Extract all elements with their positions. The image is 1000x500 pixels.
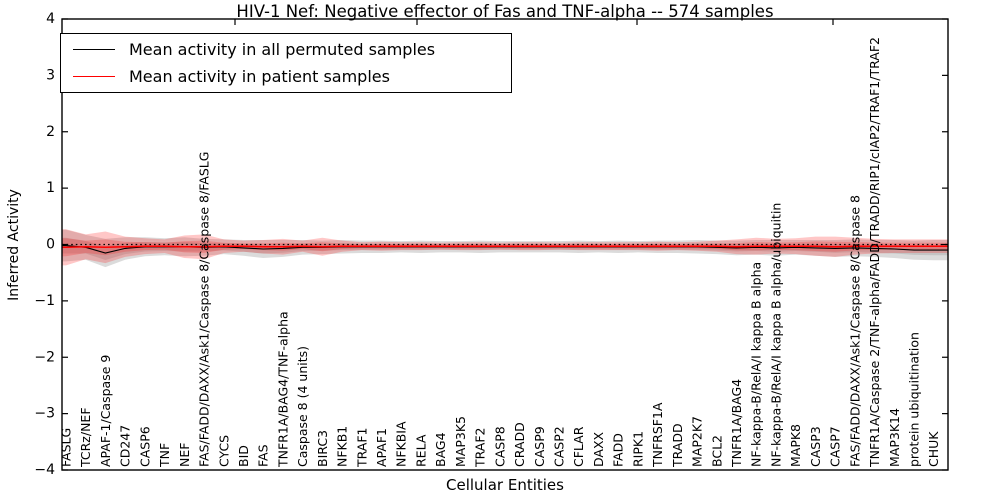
y-tick-label: −4 [34, 462, 55, 478]
x-tick-label: TCRz/NEF [78, 407, 93, 468]
x-tick-label: TNFR1A/BAG4 [729, 379, 744, 468]
legend-item-permuted: Mean activity in all permuted samples [61, 36, 511, 63]
legend-item-patient: Mean activity in patient samples [61, 63, 511, 90]
y-tick-label: 2 [46, 124, 55, 140]
x-tick-label: CD247 [118, 425, 133, 467]
x-tick-label: CHUK [926, 431, 941, 467]
x-tick-label: TNFRSF1A [650, 402, 665, 468]
legend-line-red [73, 76, 115, 77]
x-tick-label: Caspase 8 (4 units) [295, 346, 310, 467]
x-tick-label: CFLAR [571, 426, 586, 467]
x-tick-label: BIRC3 [315, 430, 330, 467]
x-tick-label: MAPK8 [788, 424, 803, 467]
x-tick-label: APAF-1/Caspase 9 [98, 355, 113, 467]
x-tick-label: CYCS [216, 435, 231, 467]
legend: Mean activity in all permuted samples Me… [60, 33, 512, 93]
y-tick-label: −1 [34, 293, 55, 309]
plot-border [61, 18, 949, 471]
x-tick-label: FASLG [59, 428, 74, 467]
x-tick-label: RIPK1 [630, 431, 645, 467]
x-tick-label: NF-kappa-B/RelA/I kappa B alpha [749, 262, 764, 467]
x-tick-label: NFKB1 [335, 426, 350, 467]
x-tick-label: CASP6 [137, 426, 152, 467]
x-tick-label: CASP7 [828, 426, 843, 467]
x-tick-label: TNFR1A/BAG4/TNF-alpha [275, 311, 290, 468]
x-tick-label: CASP2 [552, 426, 567, 467]
series-band-inner-0 [62, 237, 948, 260]
x-tick-label: NF-kappa-B/RelA/I kappa B alpha/ubiquiti… [768, 203, 783, 467]
x-tick-label: NFKBIA [394, 421, 409, 467]
x-tick-label: CRADD [512, 422, 527, 467]
y-tick-label: 4 [46, 11, 55, 27]
x-tick-label: TRAF1 [354, 427, 369, 468]
x-tick-label: FAS/FADD/DAXX/Ask1/Caspase 8/Caspase 8 [847, 195, 862, 467]
y-tick-label: 1 [46, 180, 55, 196]
y-tick-label: 3 [46, 67, 55, 83]
x-tick-label: CASP3 [808, 426, 823, 467]
x-tick-label: APAF1 [374, 428, 389, 467]
x-tick-label: NEF [177, 443, 192, 467]
x-tick-label: BID [236, 445, 251, 467]
x-tick-label: DAXX [591, 431, 606, 467]
x-tick-label: CASP9 [532, 426, 547, 467]
x-tick-label: MAP3K5 [453, 416, 468, 467]
y-axis-label: Inferred Activity [6, 189, 22, 301]
x-tick-label: BAG4 [433, 432, 448, 467]
series-line-1 [62, 245, 948, 249]
x-tick-label: RELA [414, 434, 429, 467]
x-tick-label: protein ubiquitination [907, 332, 922, 467]
x-tick-label: TRAF2 [473, 427, 488, 468]
x-tick-label: MAP2K7 [690, 416, 705, 467]
legend-label: Mean activity in patient samples [129, 67, 390, 86]
legend-label: Mean activity in all permuted samples [129, 40, 436, 59]
legend-line-black [73, 49, 115, 50]
y-tick-label: −3 [34, 406, 55, 422]
x-tick-label: TRADD [670, 423, 685, 468]
series-band-0 [62, 229, 948, 268]
x-tick-label: FAS/FADD/DAXX/Ask1/Caspase 8/Caspase 8/F… [197, 152, 212, 467]
y-tick-label: 0 [46, 237, 55, 253]
x-tick-label: TNFR1A/Caspase 2/TNF-alpha/FADD/TRADD/RI… [867, 37, 882, 468]
x-tick-label: MAP3K14 [887, 408, 902, 467]
y-tick-label: −2 [34, 349, 55, 365]
x-tick-label: BCL2 [709, 435, 724, 467]
x-tick-label: FADD [611, 433, 626, 467]
x-axis-label: Cellular Entities [446, 476, 564, 494]
chart-title: HIV-1 Nef: Negative effector of Fas and … [236, 2, 774, 21]
x-tick-label: FAS [256, 444, 271, 467]
x-tick-label: TNF [157, 443, 172, 468]
x-tick-label: CASP8 [492, 426, 507, 467]
